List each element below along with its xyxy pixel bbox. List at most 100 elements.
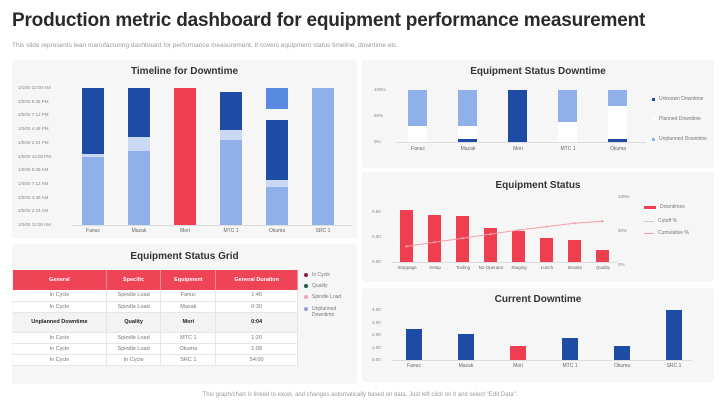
- cell-general: In Cycle: [13, 354, 107, 366]
- cell-specific: Spindle Load: [106, 290, 162, 302]
- x-tick-label: Okuma: [268, 228, 286, 234]
- cell-equipment: Mori: [160, 312, 217, 333]
- cell-general: In Cycle: [13, 332, 107, 344]
- x-tick-label: Mori: [180, 228, 190, 234]
- x-tick-label: MTC 1: [560, 146, 576, 152]
- current-downtime-bar[interactable]: [614, 346, 630, 360]
- downtime-bar[interactable]: [512, 231, 525, 262]
- legend-item: Unplanned Downtime: [304, 306, 356, 318]
- bar-segment: [458, 139, 477, 142]
- cell-general: In Cycle: [13, 301, 107, 313]
- bar-segment: [220, 92, 242, 131]
- y-tick-label: 1/0/00 2:24 AM: [18, 208, 49, 214]
- bar-segment: [558, 122, 577, 142]
- legend-label: Downtimes: [660, 204, 685, 210]
- downtime-bar[interactable]: [456, 215, 469, 262]
- table-row: Unplanned Downtime Quality Mori 0:04: [13, 312, 298, 333]
- bar-segment: [128, 137, 150, 152]
- cell-general: Unplanned Downtime: [13, 312, 107, 333]
- x-tick-label: Fanuc: [86, 228, 100, 234]
- downtime-bar[interactable]: [400, 209, 413, 262]
- current-downtime-panel: Current Downtime 4.00 3.00 2.00 1.00 0.00 Fan…: [362, 288, 714, 382]
- legend-label: Unplanned Downtime: [659, 136, 707, 142]
- timeline-bar[interactable]: [128, 88, 150, 225]
- y-tick-label: 50%: [374, 113, 384, 118]
- downtime-bar[interactable]: [484, 227, 497, 262]
- x-tick-label: SRC 1: [315, 228, 331, 234]
- bar-segment: [458, 90, 477, 127]
- bar-segment: [408, 90, 427, 127]
- x-axis-line: [392, 360, 692, 361]
- current-downtime-title: Current Downtime: [494, 294, 582, 305]
- x-tick-label: Fanuc: [411, 146, 425, 152]
- current-downtime-bar[interactable]: [562, 337, 578, 360]
- col-general: General: [13, 270, 107, 290]
- bar-segment: [220, 130, 242, 141]
- bar-segment: [128, 88, 150, 138]
- x-axis-line: [392, 262, 617, 263]
- timeline-panel: Timeline for Downtime 1/1/00 12:00 AM 1/0…: [12, 60, 357, 238]
- cell-general: In Cycle: [13, 290, 107, 302]
- bar-segment: [608, 105, 627, 140]
- legend-swatch-icon: [644, 205, 656, 209]
- status-downtime-bar[interactable]: [408, 90, 427, 142]
- downtime-bar[interactable]: [428, 215, 441, 262]
- legend-dot-icon: [304, 284, 308, 288]
- current-downtime-bar[interactable]: [458, 333, 474, 360]
- status-grid-title: Equipment Status Grid: [130, 251, 239, 262]
- timeline-bar[interactable]: [266, 88, 288, 225]
- legend-dot-icon: [304, 295, 308, 299]
- col-specific: Specific: [106, 270, 162, 290]
- bar-segment: [508, 90, 527, 142]
- x-tick-label: Stoppage: [397, 265, 417, 270]
- downtime-bar[interactable]: [540, 237, 553, 262]
- y-tick-label: 1.00: [372, 344, 381, 350]
- y-tick-label: 1/0/00 4:48 AM: [18, 194, 49, 200]
- bar-segment: [266, 119, 288, 180]
- y-tick-label: 2.00: [372, 332, 381, 337]
- current-downtime-bar[interactable]: [510, 345, 526, 360]
- cell-duration: 0:30: [215, 301, 298, 313]
- timeline-bar[interactable]: [82, 88, 104, 225]
- equipment-status-title: Equipment Status: [495, 180, 581, 191]
- status-downtime-bar[interactable]: [508, 90, 527, 142]
- downtime-bar[interactable]: [596, 250, 609, 262]
- current-downtime-bar[interactable]: [666, 310, 682, 360]
- cell-equipment: Mazak: [160, 301, 217, 313]
- cell-specific: In Cycle: [106, 354, 162, 366]
- legend-item: In Cycle: [304, 272, 356, 278]
- col-duration: General Duration: [215, 270, 298, 290]
- legend-item: Spindle Load: [304, 294, 356, 300]
- x-tick-label: No Operator: [478, 265, 504, 270]
- legend-swatch-icon: [644, 221, 654, 222]
- x-tick-label: Setup: [429, 265, 441, 270]
- cell-specific: Spindle Load: [106, 343, 162, 355]
- downtime-bar[interactable]: [568, 240, 581, 262]
- footer-note: This graph/chart is linked to excel, and…: [202, 392, 518, 398]
- bar-segment: [82, 88, 104, 154]
- y-tick-label: 1/0/00 7:12 AM: [18, 180, 49, 186]
- status-downtime-bar[interactable]: [558, 90, 577, 142]
- y-tick-label: 0.00: [372, 357, 381, 362]
- equipment-status-panel: Equipment Status 0.60 0.30 0.00 100% 50% 0% St…: [362, 172, 714, 282]
- legend-label: Cumulative %: [658, 230, 689, 236]
- y-tick-label: 0.60: [372, 209, 381, 214]
- cell-duration: 0:04: [215, 312, 298, 333]
- status-downtime-bar[interactable]: [458, 90, 477, 142]
- x-tick-label: Mazak: [460, 146, 476, 152]
- timeline-bar[interactable]: [174, 88, 196, 225]
- cell-duration: 1:20: [215, 332, 298, 344]
- legend-label: Unknown Downtime: [659, 96, 704, 102]
- x-tick-label: SRC 1: [666, 363, 682, 369]
- status-downtime-bar[interactable]: [608, 90, 627, 142]
- cell-duration: 1:45: [215, 290, 298, 302]
- current-downtime-bar[interactable]: [406, 328, 422, 360]
- y-tick-label: 100%: [374, 87, 386, 92]
- legend-item: Quality: [304, 283, 356, 289]
- bar-segment: [608, 90, 627, 106]
- timeline-bar[interactable]: [312, 88, 334, 225]
- y-tick-label: 0.30: [372, 234, 381, 239]
- x-tick-label: Lunch: [540, 265, 554, 270]
- table-row: In Cycle In Cycle SRC 1 54:00: [13, 354, 298, 366]
- timeline-bar[interactable]: [220, 88, 242, 225]
